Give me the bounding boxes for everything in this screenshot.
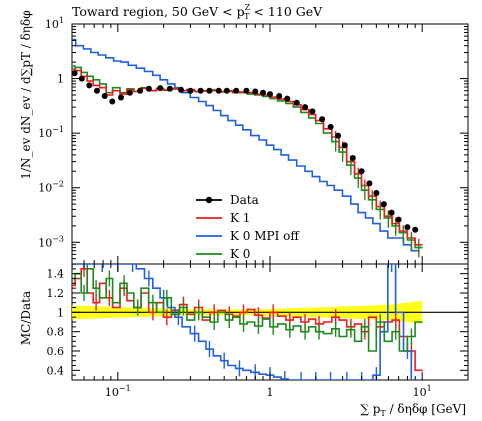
data-point — [157, 85, 164, 92]
data-point — [366, 180, 373, 187]
data-point — [380, 201, 387, 208]
legend-entry: K 0 — [196, 247, 250, 261]
y-main-tick-label: 1 — [57, 73, 64, 86]
data-point — [215, 87, 222, 94]
ratio-y-label-text: MC/Data — [19, 291, 33, 345]
legend-marker — [205, 196, 213, 204]
y-main-tick-label: 101 — [45, 16, 64, 31]
y-main-tick-label: 10−1 — [38, 125, 64, 140]
y-main-tick-label: 10−2 — [38, 180, 64, 195]
ratio-tick-label: 0.6 — [47, 345, 65, 358]
main-y-label-text: 1/N_ev dN_ev / d∑pT / δηδφ — [19, 10, 33, 179]
ratio-tick-label: 0.8 — [47, 326, 65, 339]
data-point — [243, 87, 250, 94]
data-point — [373, 190, 380, 196]
x-axis-label: ∑ pT / δηδφ [GeV] — [360, 402, 466, 418]
ratio-series-2 — [72, 268, 423, 352]
data-point — [197, 87, 204, 94]
data-point — [118, 94, 124, 101]
ratio-tick-label: 0.4 — [47, 364, 65, 377]
data-point — [178, 86, 184, 93]
main-y-axis-label: 1/N_ev dN_ev / d∑pT / δηδφ — [19, 10, 33, 179]
data-point — [145, 85, 152, 92]
ratio-tick-label: 1.2 — [47, 287, 65, 300]
main-plot — [72, 38, 423, 258]
x-tick-label: 101 — [413, 384, 432, 399]
legend-entry: K 0 MPI off — [196, 229, 300, 243]
data-point — [395, 216, 402, 223]
data-point — [187, 87, 194, 94]
data-point — [252, 88, 259, 95]
data-point — [404, 224, 411, 231]
data-point — [233, 87, 240, 94]
data-point — [358, 168, 365, 175]
data-point — [206, 87, 213, 94]
data-point — [94, 87, 100, 94]
data-point — [109, 98, 116, 105]
data-point — [72, 70, 78, 77]
data-point — [86, 82, 93, 89]
data-point — [327, 123, 334, 130]
legend-entry: Data — [196, 193, 259, 207]
data-point — [335, 132, 342, 139]
data-point — [349, 155, 356, 161]
x-tick-label: 10−1 — [105, 384, 131, 399]
data-point — [412, 226, 419, 233]
legend: Data K 1 K 0 MPI off K 0 — [196, 193, 300, 261]
data-point — [137, 87, 144, 94]
legend-label: K 0 MPI off — [230, 229, 300, 243]
data-point — [101, 93, 108, 99]
data-point — [267, 91, 273, 98]
data-point — [126, 89, 133, 96]
main-series-2 — [72, 38, 420, 252]
ratio-tick-label: 1.4 — [47, 268, 65, 281]
main-series-1 — [72, 68, 423, 246]
axes: 10−1 1 101 101 1 10−1 10−2 10−3 0.4 0.6 0.8 1 1.2 1.4 — [38, 16, 469, 399]
legend-label: K 1 — [230, 211, 250, 225]
data-point — [319, 116, 326, 123]
chart-title: Toward region, 50 GeV < pZ T < 110 GeV — [72, 3, 323, 21]
legend-label: Data — [230, 193, 259, 207]
data-point — [276, 93, 283, 99]
data-point — [388, 209, 395, 216]
legend-entry: K 1 — [196, 211, 250, 225]
ratio-tick-label: 1 — [57, 306, 64, 319]
data-point — [284, 95, 291, 102]
legend-label: K 0 — [230, 247, 250, 261]
data-point — [309, 108, 316, 115]
y-main-tick-label: 10−3 — [38, 234, 64, 249]
data-point — [293, 99, 300, 106]
x-tick-label: 1 — [267, 386, 274, 399]
data-point — [223, 87, 230, 94]
ratio-y-axis-label: MC/Data — [19, 291, 33, 345]
data-point — [341, 142, 348, 149]
data-point — [166, 85, 173, 92]
data-point — [302, 104, 309, 111]
ratio-plot — [72, 264, 468, 380]
data-point — [260, 89, 266, 96]
data-point — [78, 75, 85, 82]
